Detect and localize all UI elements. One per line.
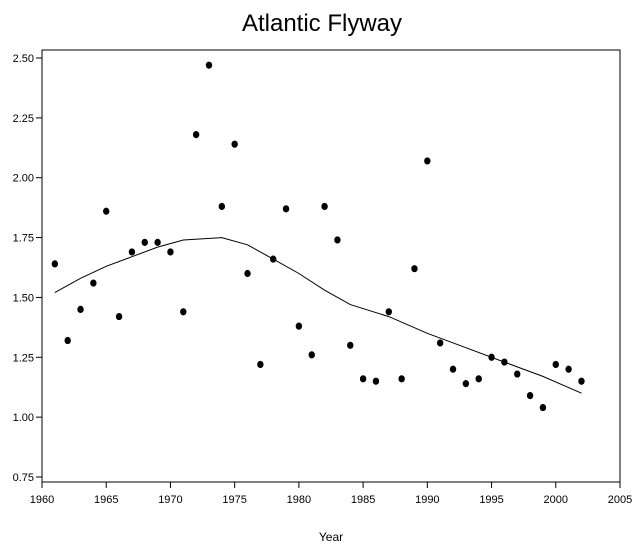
data-point <box>257 360 264 369</box>
data-point <box>424 157 431 165</box>
data-point <box>244 269 251 278</box>
x-tick-label: 1985 <box>351 494 375 506</box>
x-tick-label: 1990 <box>415 494 439 506</box>
data-point <box>398 375 405 383</box>
x-axis-label: Year <box>319 530 343 544</box>
y-tick-label: 1.00 <box>13 412 34 424</box>
data-point <box>501 358 508 366</box>
y-tick-label: 2.00 <box>13 173 34 185</box>
y-tick-label: 1.25 <box>13 352 34 364</box>
y-axis: 0.75 1.00 1.25 1.50 1.75 2.00 2.25 2.50 <box>13 53 42 484</box>
x-axis: 1960 1965 1970 1975 1980 1985 1990 1995 2000 2005 <box>30 482 632 506</box>
data-point <box>462 380 470 388</box>
x-tick-label: 2000 <box>544 494 568 506</box>
y-tick-label: 1.75 <box>13 233 34 245</box>
x-tick-label: 1975 <box>222 494 246 506</box>
data-point <box>167 248 174 256</box>
data-point <box>115 312 123 321</box>
x-tick-label: 1980 <box>287 494 311 506</box>
data-point <box>372 377 380 385</box>
x-tick-label: 1995 <box>479 494 503 506</box>
x-tick-label: 1970 <box>158 494 182 506</box>
x-tick-label: 2005 <box>608 494 632 506</box>
data-point <box>385 308 392 316</box>
data-point <box>565 365 572 373</box>
smooth-fit-line <box>54 237 582 394</box>
data-point <box>308 351 315 359</box>
data-point <box>449 365 457 373</box>
data-point <box>334 236 341 244</box>
data-point <box>192 131 200 139</box>
y-tick-label: 2.25 <box>13 113 34 125</box>
data-point <box>488 353 495 361</box>
data-point <box>205 61 213 69</box>
data-point <box>514 370 521 378</box>
data-point <box>154 238 161 246</box>
data-point <box>103 207 110 215</box>
data-point <box>51 260 59 268</box>
y-tick-label: 2.50 <box>13 53 34 65</box>
data-point <box>359 375 367 383</box>
data-point <box>64 336 71 345</box>
data-point <box>282 205 290 213</box>
data-point <box>218 202 226 211</box>
data-point <box>475 375 482 383</box>
data-point <box>180 308 187 316</box>
data-point <box>141 238 148 246</box>
data-point <box>77 305 84 313</box>
x-tick-label: 1965 <box>94 494 118 506</box>
data-point <box>231 140 238 148</box>
y-tick-label: 0.75 <box>13 472 34 484</box>
y-tick-label: 1.50 <box>13 292 34 304</box>
data-point <box>526 391 534 400</box>
data-point <box>552 360 559 369</box>
data-points <box>51 61 585 412</box>
chart-title: Atlantic Flyway <box>242 10 402 37</box>
data-point <box>578 377 585 385</box>
data-point <box>270 255 277 263</box>
data-point <box>321 202 328 211</box>
x-tick-label: 1960 <box>30 494 54 506</box>
data-point <box>436 339 444 347</box>
data-point <box>128 248 136 256</box>
data-point <box>90 279 97 287</box>
data-point <box>411 265 418 273</box>
data-point <box>295 322 303 330</box>
plot-area <box>41 49 621 483</box>
data-point <box>539 403 547 412</box>
data-point <box>347 341 354 349</box>
